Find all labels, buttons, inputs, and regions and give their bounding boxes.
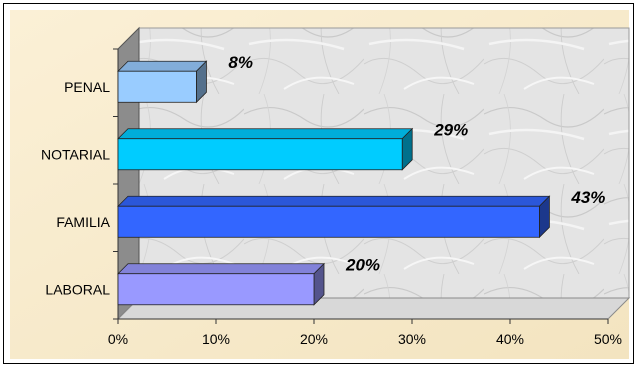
labels: 0% 10% 20% 30% 40% 50% LABORAL 20% FAMILIA 43% NOT… [41, 48, 622, 347]
bar-top-face [117, 263, 325, 275]
bar-front-face [117, 70, 197, 103]
bar [117, 127, 414, 171]
bar-top-face [117, 60, 208, 72]
bar-front-face [117, 205, 540, 238]
bar [117, 262, 325, 306]
bar [117, 195, 551, 239]
bar [117, 60, 208, 104]
x-tick-label: 30% [398, 331, 426, 347]
category-label: NOTARIAL [41, 146, 110, 162]
x-tick-label: 40% [496, 331, 524, 347]
data-label: 29% [433, 121, 468, 140]
bar-top-face [117, 128, 414, 140]
bar-chart: 0% 10% 20% 30% 40% 50% LABORAL 20% FAMILIA 43% NOT… [10, 10, 631, 359]
bar-front-face [117, 273, 315, 306]
bar-top-face [117, 195, 551, 207]
category-label: PENAL [64, 79, 110, 95]
chart-frame: 0% 10% 20% 30% 40% 50% LABORAL 20% FAMILIA 43% NOT… [3, 3, 634, 364]
data-label: 20% [345, 256, 380, 275]
category-label: FAMILIA [56, 214, 110, 230]
x-tick-label: 0% [108, 331, 128, 347]
bars [117, 60, 551, 306]
category-label: LABORAL [45, 281, 110, 297]
data-label: 43% [570, 188, 605, 207]
x-tick-label: 10% [202, 331, 230, 347]
x-tick-label: 20% [300, 331, 328, 347]
bar-front-face [117, 138, 403, 171]
x-tick-label: 50% [594, 331, 622, 347]
data-label: 8% [228, 53, 253, 72]
